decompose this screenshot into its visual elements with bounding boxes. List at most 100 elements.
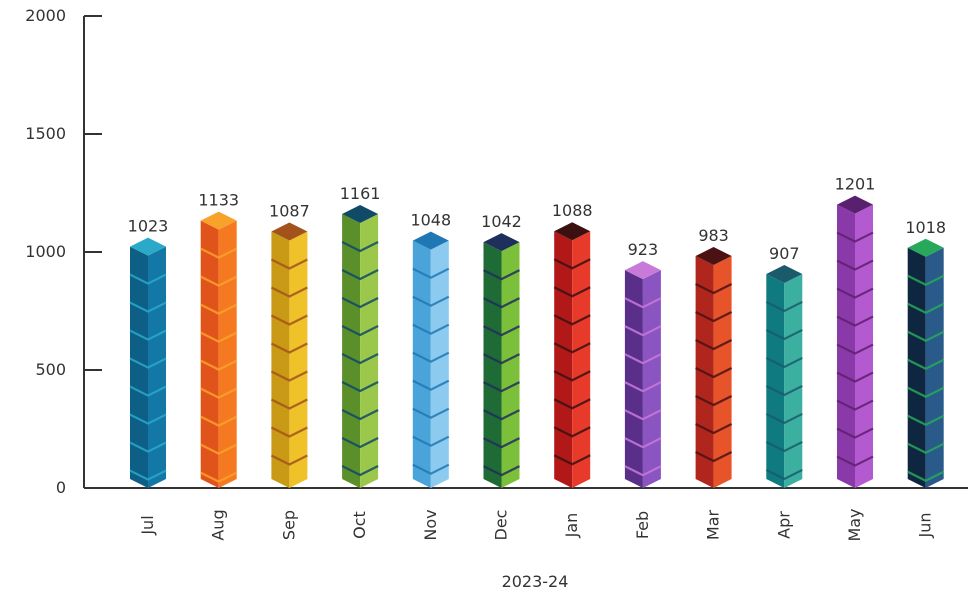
bar-left-face [130,246,148,488]
bar-top-face [342,205,379,224]
x-axis-tick-labels: Jul Aug Sep Oct Nov Dec Jan Feb Mar Apr May Jun [138,508,935,541]
y-tick-label: 1000 [25,242,66,261]
cube-edge [695,395,733,407]
cube-edge [200,387,238,399]
bar-oct [341,205,379,488]
bar-left-face [907,247,926,488]
cube-edge [553,426,591,438]
x-tick-label-sep: Sep [279,510,298,540]
cube-edge [695,451,733,463]
data-label-dec: 1042 [481,212,522,231]
data-label-apr: 907 [769,244,800,263]
cube-edge [624,381,662,393]
bar-jan [553,222,591,488]
bar-right-face [784,273,803,488]
cube-edge [270,454,308,466]
bar-top-face [837,195,873,214]
cube-edge [553,342,591,354]
bar-left-face [483,242,502,488]
data-label-aug: 1133 [198,191,239,210]
cube-edge [129,385,167,397]
cube-edge [341,241,379,253]
data-label-sep: 1087 [269,201,310,220]
cube-edge [907,386,945,398]
bar-apr [765,264,803,488]
cube-edge [483,325,520,337]
bar-top-face [412,231,449,250]
cube-edge [483,409,520,421]
bar-left-face [554,231,573,488]
bar-right-face [925,247,944,488]
y-tick-label: 500 [35,360,66,379]
cube-edge [553,454,591,466]
bar-top-face [271,222,308,241]
y-tick-label: 0 [56,478,66,497]
cube-edge [200,443,238,455]
data-label-jul: 1023 [128,217,169,236]
cube-edge [270,398,308,410]
x-tick-label-nov: Nov [421,509,440,540]
cube-edge [483,437,520,449]
cube-edge [270,370,308,382]
cube-edge [412,323,450,335]
cube-edge [200,247,238,259]
cube-edge [483,465,520,477]
data-label-may: 1201 [835,175,876,194]
cube-edge [624,353,662,365]
cube-edge [200,275,238,287]
bar-top-face [766,264,803,283]
cube-edge [341,297,379,309]
bar-right-face [289,231,308,488]
cube-edge [907,330,945,342]
cube-edge [907,442,945,454]
bar-jul [129,237,167,488]
cube-edge [765,384,803,397]
cube-edge [270,258,308,270]
cube-edge [412,435,450,447]
cube-edge [553,398,591,410]
bar-sep [270,222,308,488]
bar-left-face [271,231,290,488]
cube-edge [695,423,733,435]
data-label-jan: 1088 [552,201,593,220]
bar-right-face [855,204,873,488]
bar-nov [412,231,450,488]
bar-left-face [412,240,431,488]
cube-edge [553,258,591,270]
cube-edge [836,231,874,243]
cube-edge [200,303,238,315]
cube-edge [412,351,450,363]
cube-edge [200,415,238,427]
cube-edge [624,325,662,337]
bar-top-face [624,261,661,280]
cube-edge [341,381,379,393]
cube-edge [765,356,803,369]
data-label-jun: 1018 [905,218,946,237]
cube-edge [907,414,945,426]
cube-edge [765,412,803,425]
cube-edge [129,469,167,481]
x-tick-label-apr: Apr [774,511,793,539]
cube-edge [836,427,874,439]
cube-edge [624,409,662,421]
cube-edge [836,371,874,383]
cube-edge [200,359,238,371]
cube-edge [907,470,945,482]
data-label-mar: 983 [698,226,729,245]
x-tick-label-jul: Jul [138,515,157,535]
data-labels: 1023 1133 1087 1161 1048 1042 1088 923 983 907 120… [128,175,946,263]
bar-dec [483,233,520,488]
cube-edge [270,286,308,298]
cube-edge [836,399,874,411]
cube-edge [695,311,733,323]
x-tick-label-aug: Aug [209,509,228,540]
cube-edge [765,300,803,313]
y-tick-label: 1500 [25,124,66,143]
x-tick-label-mar: Mar [704,509,723,540]
bar-top-face [907,238,944,257]
cube-edge [129,441,167,453]
cube-edge [624,465,662,477]
cube-edge [695,367,733,379]
bars [129,195,945,488]
